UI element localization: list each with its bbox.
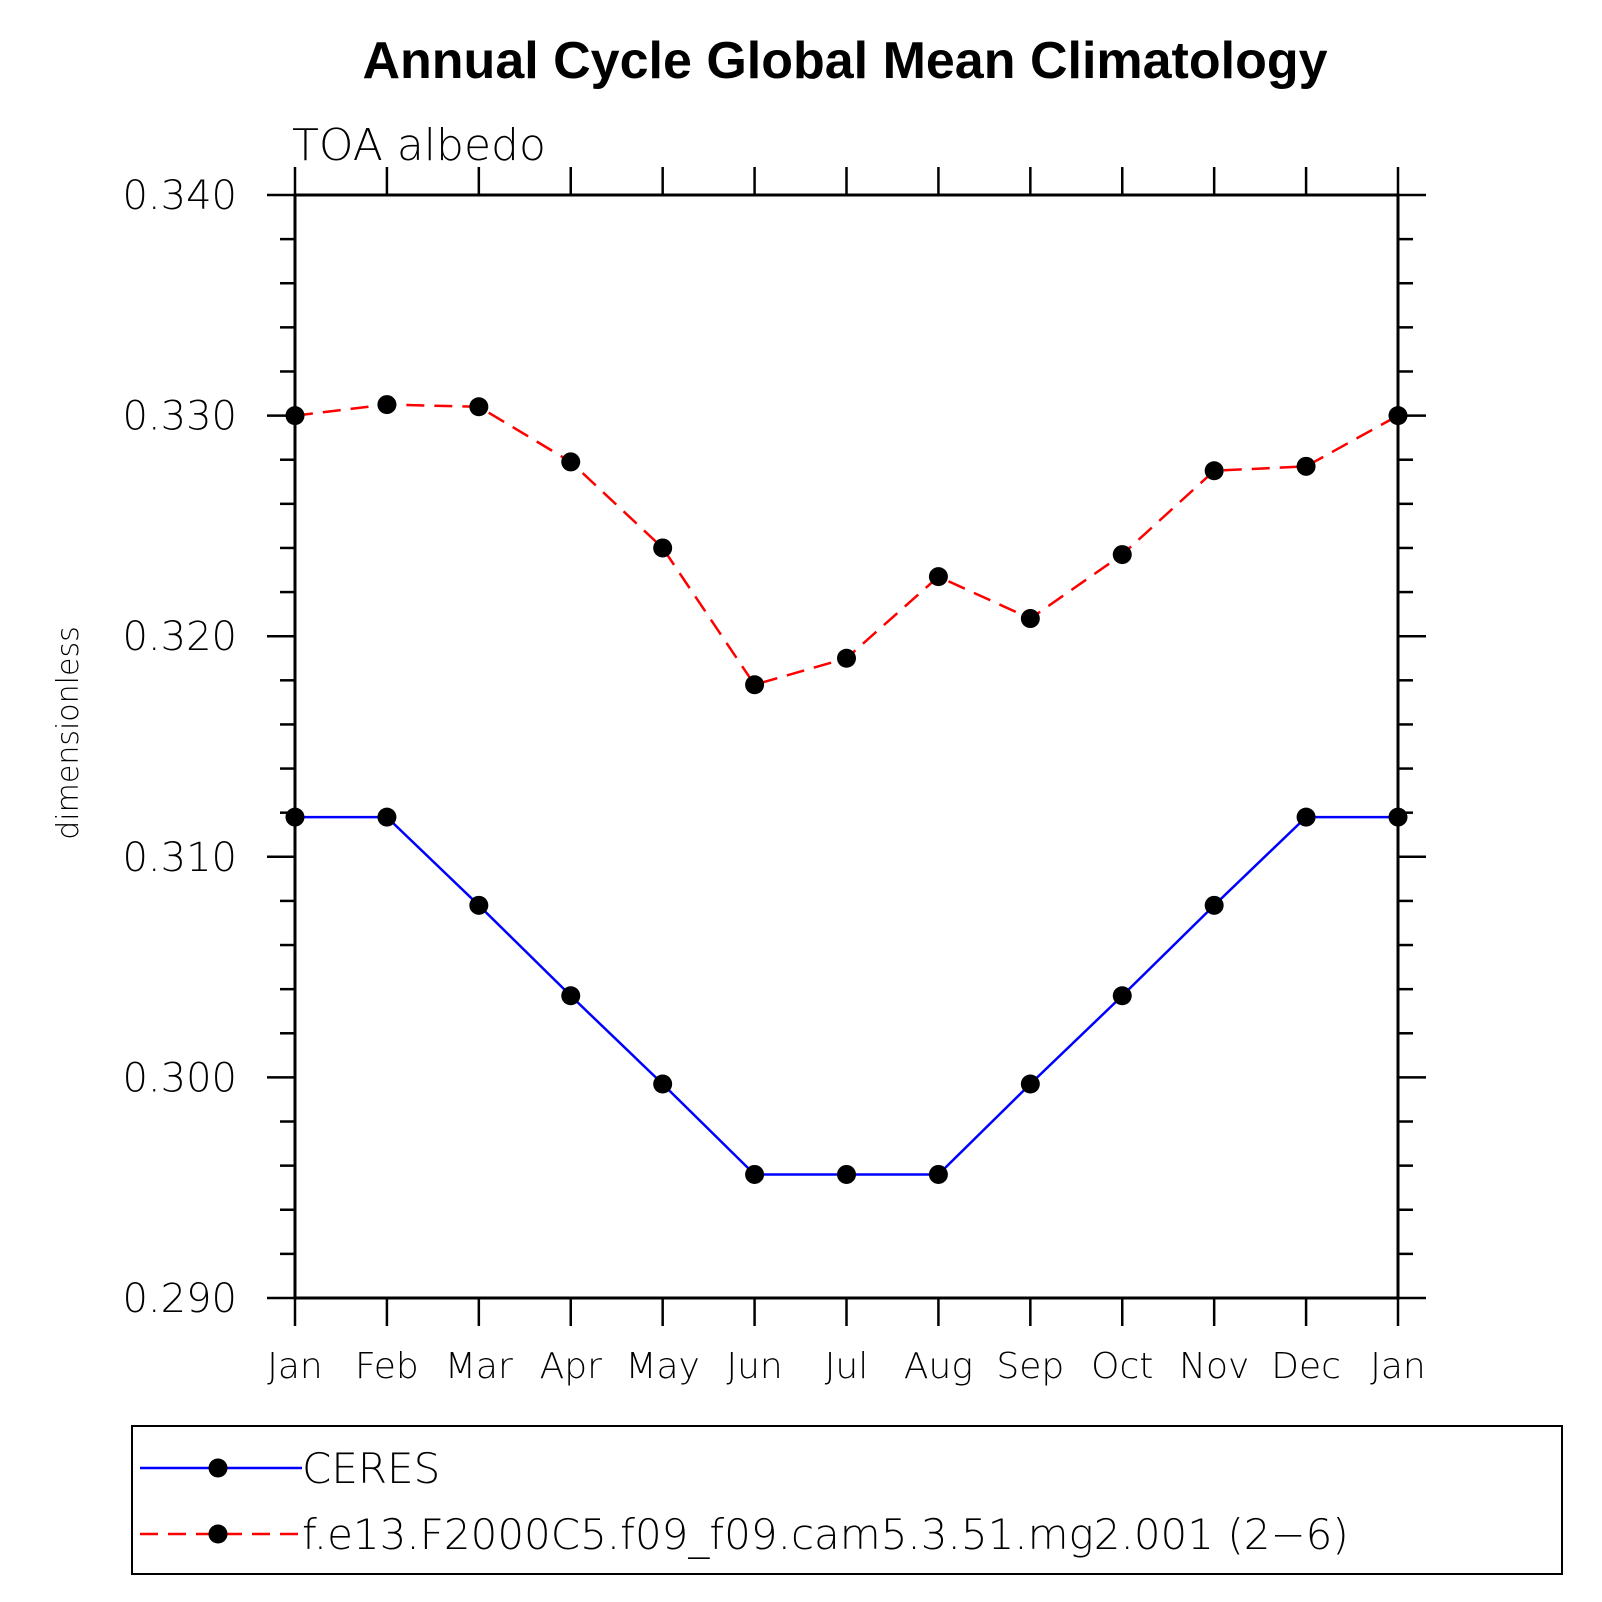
legend-marker-1 bbox=[208, 1458, 228, 1478]
x-tick-label: Oct bbox=[1091, 1346, 1153, 1387]
series-lines bbox=[285, 395, 1408, 1184]
series-1-point bbox=[561, 986, 581, 1006]
series-1-point bbox=[1204, 895, 1224, 915]
series-2-point bbox=[1112, 545, 1132, 565]
series-2-point bbox=[1296, 456, 1316, 476]
y-tick-label: 0.320 bbox=[122, 614, 237, 660]
axes: 0.290 0.300 0.310 0.320 0.330 0.340 Jan Feb Mar A… bbox=[122, 167, 1426, 1387]
x-tick-label: Dec bbox=[1271, 1346, 1341, 1387]
chart-title: Annual Cycle Global Mean Climatology bbox=[362, 32, 1327, 90]
series-1-point bbox=[653, 1074, 673, 1094]
x-tick-label: Sep bbox=[996, 1346, 1064, 1387]
series-1-point bbox=[837, 1164, 856, 1184]
y-tick-label: 0.300 bbox=[122, 1055, 237, 1101]
series-2-point bbox=[469, 397, 489, 417]
x-tick-label: Jan bbox=[1370, 1346, 1426, 1387]
legend-label-2: f.e13.F2000C5.f09_f09.cam5.3.51.mg2.001 … bbox=[302, 1510, 1349, 1559]
series-2-point bbox=[928, 567, 948, 587]
x-tick-label: Jan bbox=[267, 1346, 323, 1387]
x-tick-label: May bbox=[625, 1346, 699, 1387]
legend-label-1: CERES bbox=[302, 1444, 440, 1493]
y-tick-label: 0.310 bbox=[122, 835, 237, 881]
x-tick-label: Nov bbox=[1179, 1346, 1249, 1387]
series-2-point bbox=[1388, 406, 1408, 426]
y-tick-label: 0.340 bbox=[122, 173, 237, 219]
series-2-point bbox=[837, 648, 856, 668]
series-1-point bbox=[469, 895, 489, 915]
series-2-point bbox=[377, 395, 397, 415]
series-2-point bbox=[285, 406, 305, 426]
series-2-point bbox=[1204, 461, 1224, 481]
series-2-point bbox=[653, 538, 673, 558]
series-1-point bbox=[1296, 807, 1316, 827]
series-2-point bbox=[1020, 609, 1040, 629]
series-1-point bbox=[285, 807, 305, 827]
x-tick-label: Feb bbox=[355, 1346, 419, 1387]
series-2-point bbox=[561, 452, 581, 472]
x-tick-label: Mar bbox=[445, 1346, 513, 1387]
x-tick-label: Apr bbox=[540, 1346, 602, 1387]
x-tick-label: Jul bbox=[825, 1346, 868, 1387]
y-tick-label: 0.330 bbox=[122, 394, 237, 440]
series-1-point bbox=[745, 1164, 765, 1184]
series-1-point bbox=[1020, 1074, 1040, 1094]
legend-box bbox=[131, 1425, 1563, 1575]
series-1-point bbox=[1388, 807, 1408, 827]
series-1-point bbox=[377, 807, 397, 827]
x-tick-label: Jun bbox=[726, 1346, 782, 1387]
x-tick-label: Aug bbox=[904, 1346, 973, 1387]
series-2-point bbox=[745, 675, 765, 695]
legend-marker-2 bbox=[208, 1524, 228, 1544]
chart-subtitle: TOA albedo bbox=[292, 120, 546, 171]
y-axis-label: dimensionless bbox=[51, 626, 86, 839]
series-1-point bbox=[928, 1164, 948, 1184]
y-tick-label: 0.290 bbox=[122, 1276, 237, 1322]
series-1-point bbox=[1112, 986, 1132, 1006]
legend: CERES f.e13.F2000C5.f09_f09.cam5.3.51.mg2… bbox=[131, 1425, 1563, 1575]
